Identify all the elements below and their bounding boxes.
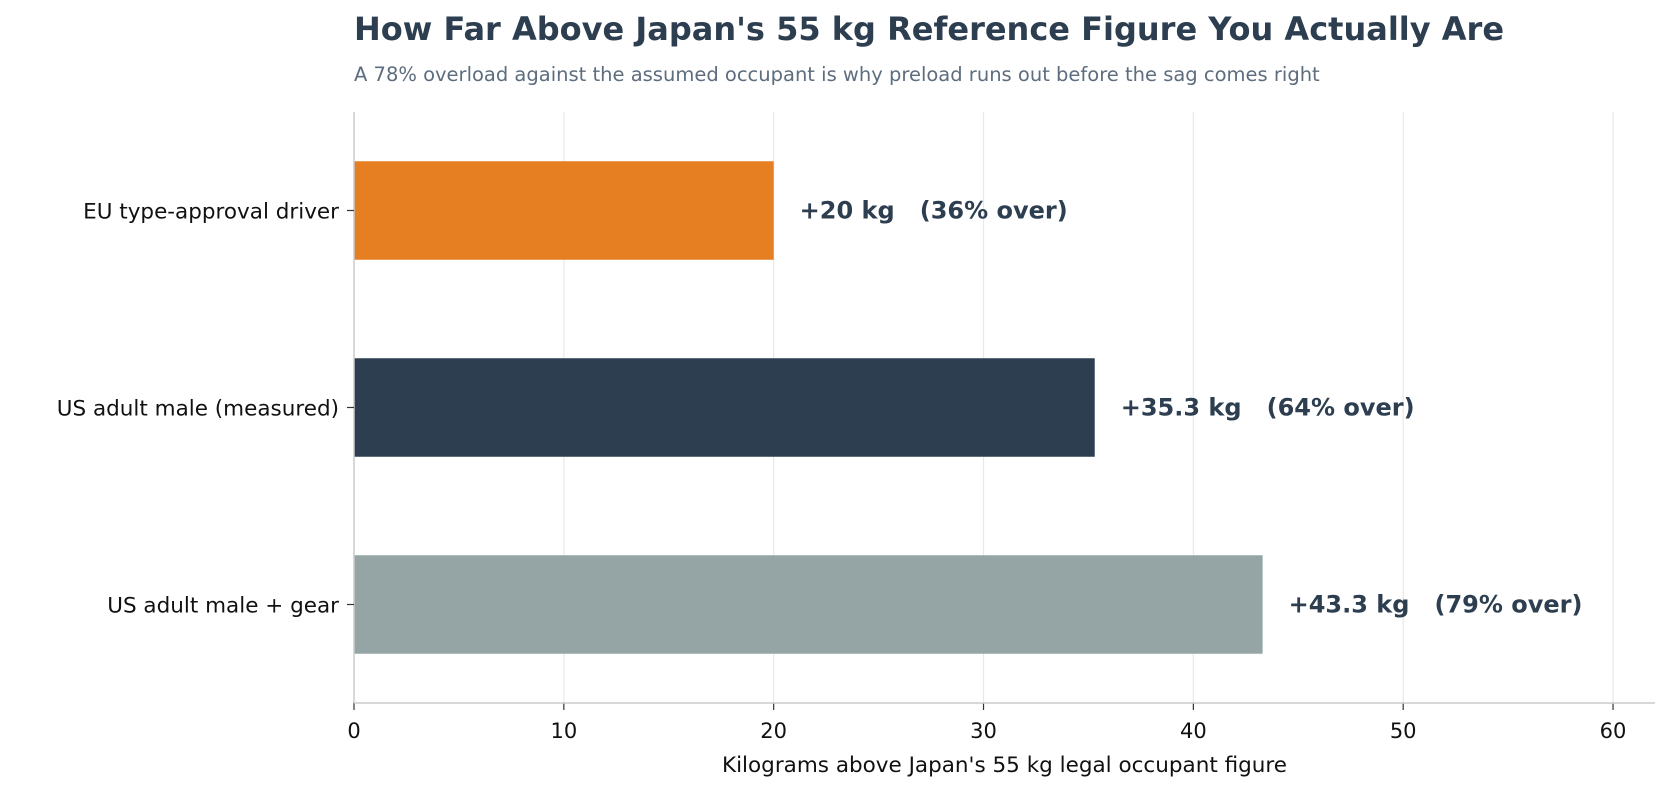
chart-subtitle: A 78% overload against the assumed occup… [354, 63, 1320, 86]
bar [354, 161, 774, 260]
category-label: US adult male + gear [107, 594, 339, 619]
category-label: EU type-approval driver [83, 200, 339, 225]
labels: EU type-approval driver +20 kg (36% over)… [57, 197, 1583, 619]
x-tick-label: 30 [970, 719, 997, 743]
bar [354, 358, 1095, 457]
category-label: US adult male (measured) [57, 397, 339, 422]
x-tick-label: 40 [1180, 719, 1207, 743]
data-label: +35.3 kg (64% over) [1121, 394, 1415, 422]
data-label: +43.3 kg (79% over) [1289, 591, 1583, 619]
x-tick-label: 50 [1390, 719, 1417, 743]
x-tick-label: 10 [550, 719, 577, 743]
x-tick-label: 20 [760, 719, 787, 743]
x-tick-label: 60 [1600, 719, 1627, 743]
axes: 0 10 20 30 40 50 60 Kilograms above Japan's 55 … [347, 112, 1655, 778]
chart-title: How Far Above Japan's 55 kg Reference Fi… [354, 10, 1505, 48]
bars [354, 161, 1263, 654]
data-label: +20 kg (36% over) [800, 197, 1068, 225]
x-tick-label: 0 [347, 719, 360, 743]
x-axis-label: Kilograms above Japan's 55 kg legal occu… [722, 753, 1287, 778]
bar [354, 555, 1263, 654]
